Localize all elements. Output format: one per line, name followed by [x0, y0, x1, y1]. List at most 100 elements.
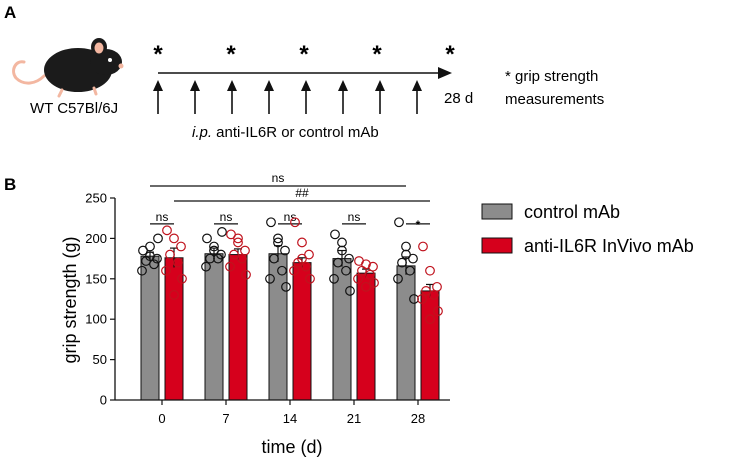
grip-strength-chart: ns ns ns ns * ns ## 0 50 100 150 200 250 0 7 14 21 28 [85, 171, 450, 426]
y-tick-label: 200 [85, 231, 107, 246]
injection-text: anti-IL6R or control mAb [212, 124, 379, 141]
significance-label: * [416, 218, 421, 232]
data-point [273, 237, 283, 248]
data-point [269, 253, 279, 264]
data-point [393, 273, 403, 284]
injection-arrows [153, 80, 422, 114]
legend-label: control mAb [524, 202, 620, 222]
data-point [365, 269, 375, 280]
significance-label: ns [156, 210, 169, 224]
y-tick-label: 250 [85, 191, 107, 206]
bar [356, 272, 376, 401]
timeline-arrowhead [438, 67, 452, 79]
x-axis-title: time (d) [261, 437, 322, 457]
pair-comparison: * [406, 218, 430, 232]
data-point [397, 257, 407, 268]
injection-arrow [338, 80, 348, 114]
data-point [281, 281, 291, 292]
data-point [225, 261, 235, 272]
bar [332, 258, 352, 401]
data-point [330, 229, 340, 240]
data-point [141, 256, 151, 266]
measurement-star: * [299, 41, 309, 68]
data-point [241, 269, 251, 280]
x-tick-label: 28 [411, 411, 425, 426]
data-point [217, 227, 227, 237]
data-point [169, 290, 179, 300]
y-tick-label: 50 [93, 352, 107, 367]
note-line-1: * grip strength [505, 68, 598, 85]
data-point [369, 277, 379, 288]
data-point [265, 273, 275, 284]
data-point [162, 225, 172, 236]
legend-item: control mAb [481, 202, 620, 222]
injection-arrow [190, 80, 200, 114]
bar [268, 253, 288, 401]
mouse-icon [12, 38, 124, 98]
data-point [266, 217, 276, 228]
data-point [209, 245, 219, 256]
note-line-2: measurements [505, 91, 604, 108]
day-label: 28 d [444, 90, 473, 107]
data-point [297, 237, 307, 248]
strain-label: WT C57Bl/6J [30, 100, 118, 117]
y-tick-label: 100 [85, 312, 107, 327]
legend-label: anti-IL6R InVivo mAb [524, 236, 694, 256]
panel-a-label: A [4, 3, 16, 22]
legend-item: anti-IL6R InVivo mAb [481, 236, 694, 256]
data-point [329, 273, 339, 284]
y-tick-label: 0 [100, 393, 107, 408]
data-point [433, 306, 443, 317]
data-point [290, 217, 300, 228]
data-point [337, 237, 347, 248]
significance-label: ns [348, 210, 361, 224]
data-point [421, 286, 431, 296]
individual-points [137, 217, 443, 325]
data-point [213, 253, 223, 264]
data-point [417, 294, 427, 304]
across-comparison: ns [150, 171, 406, 187]
measurement-star: * [226, 41, 236, 68]
data-point [145, 241, 155, 252]
injection-arrow [153, 80, 163, 114]
data-point [205, 253, 215, 264]
data-point [409, 294, 419, 304]
data-point [425, 314, 435, 325]
data-point [337, 245, 347, 256]
data-point [280, 245, 290, 256]
significance-label: ns [220, 210, 233, 224]
data-point [137, 265, 147, 276]
pair-comparison: ns [214, 210, 238, 225]
timeline [158, 67, 452, 79]
bar [164, 257, 184, 401]
injection-arrow [301, 80, 311, 114]
data-point [357, 265, 367, 276]
data-point [401, 241, 411, 252]
data-point [169, 233, 179, 244]
legend-swatch [481, 203, 513, 220]
injection-arrow [412, 80, 422, 114]
x-tick-label: 0 [158, 411, 165, 426]
x-tick-label: 14 [283, 411, 297, 426]
data-point [333, 257, 343, 268]
data-point [201, 261, 211, 272]
data-point [161, 265, 171, 276]
data-point [344, 253, 354, 264]
data-point [425, 265, 435, 276]
bar [204, 253, 224, 401]
data-point [361, 281, 371, 292]
data-point [176, 241, 186, 252]
bar [140, 255, 160, 401]
injection-arrow [264, 80, 274, 114]
data-point [297, 253, 307, 264]
data-point [429, 290, 439, 300]
significance-label: ## [295, 186, 309, 200]
legend: control mAb anti-IL6R InVivo mAb [481, 202, 694, 256]
measurement-star: * [153, 41, 163, 68]
data-point [273, 233, 283, 244]
injection-route: i.p. [192, 124, 212, 141]
data-point [237, 253, 247, 264]
across-comparison: ## [174, 186, 430, 202]
data-point [209, 241, 219, 252]
